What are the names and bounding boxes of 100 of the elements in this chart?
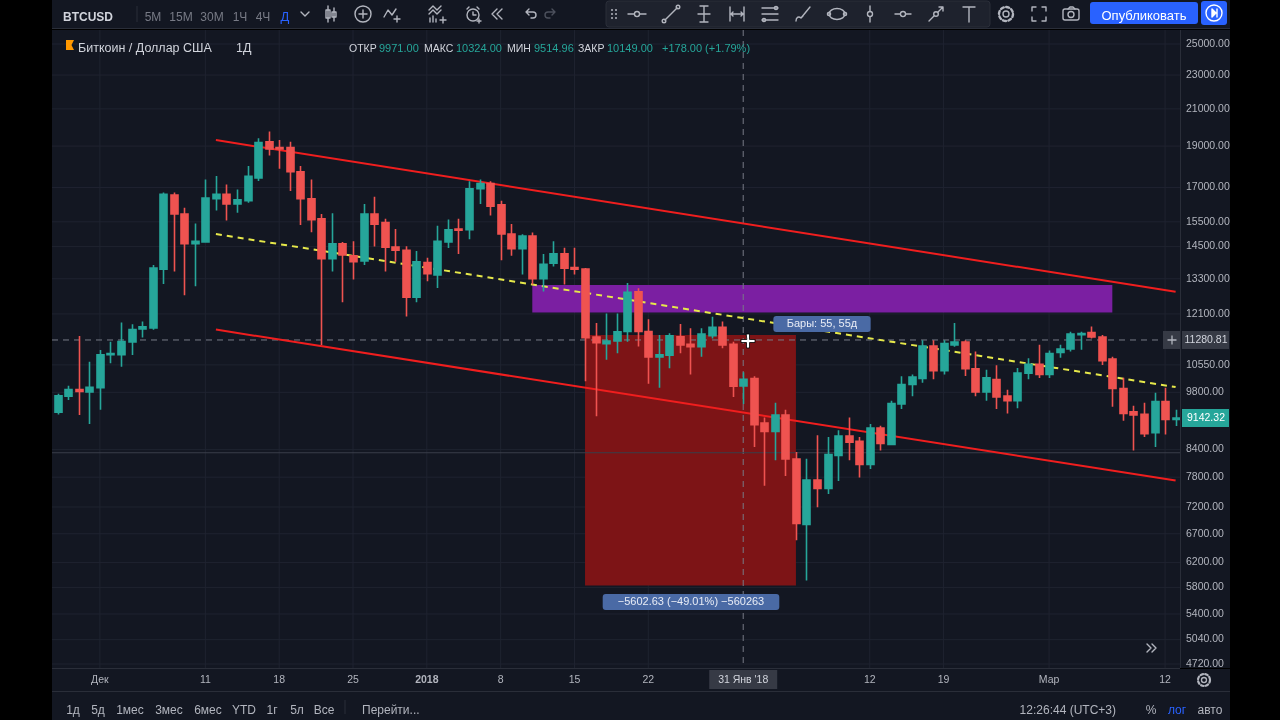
y-tick-label: 8400.00 [1186,442,1225,455]
candlestick [1035,344,1044,378]
candlestick [876,425,885,451]
annotation: −5602.63 (−49.01%) −560263 [617,595,765,608]
candlestick [592,323,601,417]
text: 1д [66,703,80,718]
y-tick-label: 6700.00 [1186,526,1225,539]
annotation: 10324.00 [456,41,502,54]
text: 3мес [155,703,183,718]
candlestick [465,181,474,240]
candlestick [518,234,527,275]
text: 5M [144,10,162,25]
annotation: Бары: 55, 55д [786,317,858,330]
y-tick-label: 10550.00 [1186,357,1230,370]
ref-line-label: 11280.81 [1184,333,1228,346]
annotation: +178.00 (+1.79%) [662,41,751,54]
y-tick-label: 15500.00 [1186,214,1230,227]
x-tick-label: 12 [1159,672,1172,685]
candlestick [1024,358,1033,380]
candlestick [528,232,537,285]
text: 5л [290,703,304,718]
candlestick [802,458,811,581]
candlestick [729,341,738,397]
text: 4Ч [255,10,271,25]
candlestick [444,219,453,248]
candlestick [708,316,717,339]
text: 1Д [236,41,252,56]
text: YTD [232,703,257,718]
candlestick [75,335,84,415]
candlestick [1087,326,1096,339]
candlestick [328,213,337,272]
candlestick [476,179,485,204]
ref-line-label: 31 Янв '18 [718,672,769,685]
candlestick [1172,409,1180,427]
annotation: ЗАКР [578,41,605,54]
text: 6мес [194,703,222,718]
text: BTCUSD [63,10,114,25]
text: 9142.32 [1187,411,1226,424]
y-tick-label: 19000.00 [1186,138,1230,151]
y-tick-label: 13300.00 [1186,271,1230,284]
annotation: МИН [507,41,531,54]
candlestick [222,184,231,221]
candlestick [602,313,611,360]
text: % [1145,703,1157,718]
text: 1г [266,703,279,718]
candlestick [581,268,590,382]
y-tick-label: 17000.00 [1186,180,1230,193]
annotation: МАКС [424,41,454,54]
y-tick-label: 5400.00 [1186,606,1225,619]
x-tick-label: 12 [863,672,876,685]
y-tick-label: 12100.00 [1186,306,1230,319]
y-tick-label: 9800.00 [1186,385,1225,398]
candlestick [360,203,369,266]
candlestick [1013,367,1022,409]
candlestick [982,369,991,401]
candlestick [370,196,379,247]
y-tick-label: 4720.00 [1186,656,1225,669]
candlestick [486,181,495,216]
text: Биткоин / Доллар США [78,41,213,56]
x-tick-label: 11 [199,672,211,685]
candlestick [697,328,706,357]
candlestick [454,218,463,254]
candlestick [433,225,442,289]
x-tick-label: 2018 [415,672,439,685]
x-tick-label: 25 [347,672,359,685]
text: Перейти... [362,703,420,718]
candlestick [992,365,1001,410]
text: 12:26:44 (UTC+3) [1019,703,1116,718]
candlestick [85,361,94,424]
candlestick [1077,331,1086,350]
y-tick-label: 6200.00 [1186,555,1225,568]
y-tick-label: 25000.00 [1186,36,1230,49]
candlestick [718,321,727,349]
y-tick-label: 23000.00 [1186,67,1230,80]
text: 15M [169,10,193,25]
y-tick-label: 7200.00 [1186,499,1225,512]
candlestick [739,372,748,405]
annotation: 9514.96 [534,41,574,54]
annotation: 9971.00 [379,41,419,54]
x-tick-label: Дек [91,672,110,685]
y-tick-label: 5800.00 [1186,580,1225,593]
text: лог [1167,703,1187,718]
candlestick [423,257,432,282]
candlestick [402,246,411,317]
candlestick [1140,402,1149,437]
x-tick-label: 18 [273,672,286,685]
candlestick [233,189,242,213]
candlestick [813,435,822,508]
y-tick-label: 21000.00 [1186,101,1230,114]
annotation: 10149.00 [607,41,653,54]
text: 1мес [116,703,144,718]
text: Все [313,703,335,718]
candlestick [866,424,875,470]
candlestick [1161,387,1170,435]
annotation: ОТКР [349,41,377,54]
candlestick [1045,350,1054,378]
candlestick [1003,389,1012,414]
candlestick [412,250,421,303]
candlestick [1151,392,1160,447]
candlestick [349,241,358,280]
